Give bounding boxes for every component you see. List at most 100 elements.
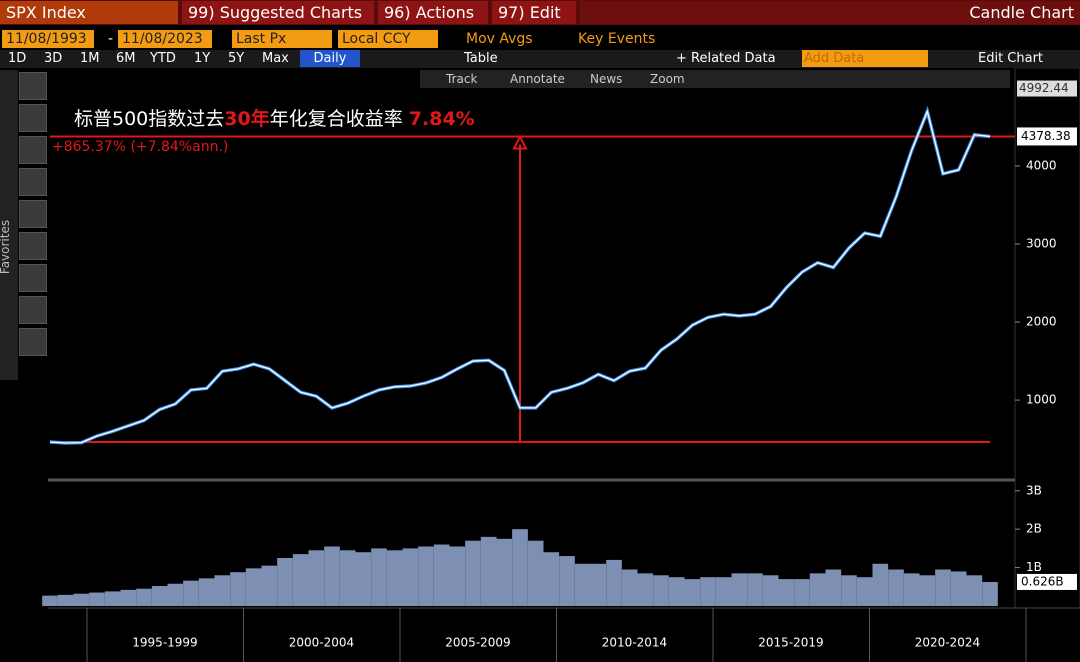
menu[interactable]: 96) Actions xyxy=(378,1,488,24)
menu[interactable]: 99) Suggested Charts xyxy=(182,1,374,24)
tool-icon[interactable] xyxy=(19,104,47,132)
end-date[interactable]: 11/08/2023 xyxy=(118,30,212,48)
volume-bar xyxy=(42,595,58,606)
high-label: 4992.44 xyxy=(1019,81,1069,95)
frequency[interactable]: Daily xyxy=(300,50,360,67)
tool[interactable]: News xyxy=(590,72,623,86)
edit-chart[interactable]: Edit Chart xyxy=(978,51,1044,66)
price-line xyxy=(49,109,991,444)
volume-bar xyxy=(825,569,842,606)
security[interactable]: SPX Index xyxy=(0,1,178,24)
volume-bar xyxy=(496,538,513,606)
tool[interactable]: Zoom xyxy=(650,72,685,86)
volume-bar xyxy=(668,577,685,606)
period-btn[interactable]: 5Y xyxy=(228,51,245,66)
tool-strip xyxy=(420,70,1010,88)
y-axis-strip xyxy=(1014,67,1080,609)
y-tick-label: 3000 xyxy=(1026,237,1057,251)
start-date[interactable]: 11/08/1993 xyxy=(2,30,94,48)
volume-bar xyxy=(386,550,403,606)
volume-bar xyxy=(245,568,262,606)
tool-icon[interactable] xyxy=(19,296,47,324)
x-tick-label: 2015-2019 xyxy=(758,636,823,650)
tool-icon[interactable] xyxy=(19,232,47,260)
y-tick-label: 2B xyxy=(1026,522,1042,536)
title-part: 标普500指数过去 xyxy=(74,108,225,130)
tool-icon[interactable] xyxy=(19,168,47,196)
y-tick-label: 1000 xyxy=(1026,393,1057,407)
table-btn[interactable]: Table xyxy=(464,51,498,66)
volume-bar xyxy=(809,573,826,606)
volume-bar xyxy=(731,573,748,606)
x-tick-label: 1995-1999 xyxy=(132,636,197,650)
tool[interactable]: Annotate xyxy=(510,72,565,86)
volume-bar xyxy=(982,581,998,606)
y-tick-label: 2000 xyxy=(1026,315,1057,329)
volume-bar xyxy=(324,546,340,606)
volume-bar xyxy=(198,578,215,606)
chart-style[interactable]: Candle Chart xyxy=(580,1,1080,24)
period-btn[interactable]: 1M xyxy=(80,51,100,66)
x-tick-label: 2005-2009 xyxy=(445,636,510,650)
volume-bar xyxy=(292,554,309,606)
tool-icon[interactable] xyxy=(19,136,47,164)
volume-bar xyxy=(653,575,669,606)
y-tick-label: 3B xyxy=(1026,483,1042,497)
period-btn[interactable]: YTD xyxy=(150,51,176,66)
volume-bar xyxy=(418,546,434,606)
annotation-title: 标普500指数过去30年年化复合收益率 7.84% xyxy=(74,104,475,131)
volume-bar xyxy=(89,592,105,606)
volume-bar xyxy=(794,579,810,606)
favorites[interactable]: Favorites xyxy=(0,219,13,275)
tool-icon[interactable] xyxy=(19,264,47,292)
volume-bar xyxy=(747,573,763,606)
option[interactable]: Mov Avgs xyxy=(466,31,533,47)
tool-icon[interactable] xyxy=(19,72,47,100)
volume-bar xyxy=(230,572,246,606)
volume-bar xyxy=(73,593,90,606)
x-tick-label: 2020-2024 xyxy=(915,636,980,650)
volume-bar xyxy=(480,536,497,606)
volume-bar xyxy=(433,544,450,606)
volume-bar xyxy=(151,586,168,606)
tool-icon[interactable] xyxy=(19,200,47,228)
volume-bar xyxy=(574,563,591,606)
option[interactable]: Key Events xyxy=(578,31,656,47)
volume-bar xyxy=(903,573,920,606)
y-tick-label: 1B xyxy=(1026,560,1042,574)
y-tick-label: 4000 xyxy=(1026,158,1057,172)
volume-bar xyxy=(104,591,121,606)
field[interactable]: Last Px xyxy=(232,30,332,48)
related-data[interactable]: + Related Data xyxy=(676,51,776,66)
last-label-box xyxy=(1017,127,1077,146)
volume-bar xyxy=(700,577,716,606)
tool-icon[interactable] xyxy=(19,328,47,356)
date-sep: - xyxy=(108,31,114,47)
period-btn[interactable]: 6M xyxy=(116,51,136,66)
menu[interactable]: 97) Edit xyxy=(492,1,576,24)
volume-bar xyxy=(841,575,857,606)
period-btn[interactable]: 1Y xyxy=(194,51,211,66)
volume-bar xyxy=(872,563,889,606)
last-volume-label: 0.626B xyxy=(1021,574,1064,588)
last-label-box xyxy=(1017,573,1077,590)
volume-bar xyxy=(120,589,137,606)
volume-bar xyxy=(371,548,387,606)
volume-bar xyxy=(950,571,967,606)
volume-bar xyxy=(355,552,372,606)
volume-bar xyxy=(966,575,983,606)
volume-bar xyxy=(277,557,293,606)
volume-bar xyxy=(888,569,904,606)
currency[interactable]: Local CCY xyxy=(338,30,438,48)
period-btn[interactable]: Max xyxy=(262,51,289,66)
tool[interactable]: Track xyxy=(446,72,478,86)
volume-bar xyxy=(339,550,356,606)
period-btn[interactable]: 3D xyxy=(44,51,63,66)
period-btn[interactable]: 1D xyxy=(8,51,27,66)
return-annotation: +865.37% (+7.84%ann.) xyxy=(52,139,229,155)
title-part: 年化复合收益率 xyxy=(269,108,403,130)
add-data[interactable]: Add Data xyxy=(802,50,928,67)
volume-bar xyxy=(308,550,325,606)
